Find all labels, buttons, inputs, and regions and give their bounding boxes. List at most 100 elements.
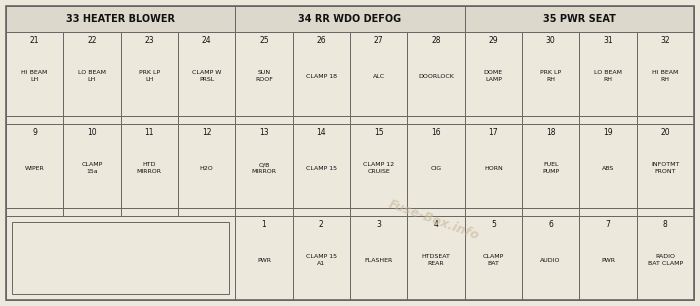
Bar [407,216,465,300]
Text: 21: 21 [30,36,39,45]
Text: 10: 10 [88,128,97,137]
Text: 24: 24 [202,36,211,45]
Text: 2: 2 [319,220,323,229]
Bar [522,124,580,208]
Text: 11: 11 [145,128,154,137]
Text: CLAMP
15a: CLAMP 15a [81,162,103,174]
Text: 12: 12 [202,128,211,137]
Text: CIG: CIG [430,166,442,170]
Text: 23: 23 [144,36,154,45]
Text: 32: 32 [661,36,670,45]
Bar [235,216,293,300]
Bar [6,6,235,32]
Text: 22: 22 [88,36,97,45]
Text: CLAMP 15: CLAMP 15 [306,166,337,170]
Text: LO BEAM
LH: LO BEAM LH [78,70,106,82]
Text: 27: 27 [374,36,384,45]
Bar [580,216,637,300]
Text: PRK LP
LH: PRK LP LH [139,70,160,82]
Text: PWR: PWR [257,258,271,263]
Bar [6,124,63,208]
Text: 18: 18 [546,128,555,137]
Text: CLAMP W
PRSL: CLAMP W PRSL [192,70,221,82]
Bar [350,32,407,116]
Bar [293,216,350,300]
Bar [580,124,637,208]
Text: ALC: ALC [372,73,385,79]
Bar [235,124,293,208]
Text: 7: 7 [606,220,610,229]
Text: 5: 5 [491,220,496,229]
Text: 15: 15 [374,128,384,137]
Bar [465,6,694,32]
Text: 4: 4 [433,220,438,229]
Bar [580,32,637,116]
Text: SUN
ROOF: SUN ROOF [255,70,273,82]
Bar [6,208,694,216]
Bar [6,116,694,124]
Text: INFOTMT
FRONT: INFOTMT FRONT [651,162,680,174]
Bar [350,216,407,300]
Bar [235,6,465,32]
Text: 35 PWR SEAT: 35 PWR SEAT [543,14,616,24]
Text: 17: 17 [489,128,498,137]
Bar [465,32,522,116]
Text: HTDSEAT
REAR: HTDSEAT REAR [421,254,450,266]
Bar [63,32,120,116]
Bar [178,124,235,208]
Bar [120,124,178,208]
Text: 31: 31 [603,36,612,45]
Text: FUEL
PUMP: FUEL PUMP [542,162,559,174]
Bar [235,32,293,116]
Bar [465,124,522,208]
Text: PRK LP
RH: PRK LP RH [540,70,561,82]
Bar [522,32,580,116]
Text: 8: 8 [663,220,668,229]
Text: CLAMP 15
A1: CLAMP 15 A1 [306,254,337,266]
Text: 28: 28 [431,36,441,45]
Text: 9: 9 [32,128,37,137]
Bar [12,222,230,294]
Text: 29: 29 [489,36,498,45]
Text: 20: 20 [661,128,670,137]
Text: 33 HEATER BLOWER: 33 HEATER BLOWER [66,14,175,24]
Text: O/B
MIRROR: O/B MIRROR [251,162,276,174]
Bar [637,216,694,300]
Text: 6: 6 [548,220,553,229]
Bar [407,124,465,208]
Text: 14: 14 [316,128,326,137]
Text: 25: 25 [259,36,269,45]
Text: CLAMP 18: CLAMP 18 [306,73,337,79]
Text: Fuse-Box.info: Fuse-Box.info [387,198,481,243]
Bar [63,124,120,208]
Text: HORN: HORN [484,166,503,170]
Text: H2O: H2O [199,166,213,170]
Bar [637,32,694,116]
Text: 26: 26 [316,36,326,45]
Text: HTD
MIRROR: HTD MIRROR [136,162,162,174]
Text: 30: 30 [546,36,556,45]
Text: PWR: PWR [601,258,615,263]
Bar [293,124,350,208]
Text: ABS: ABS [602,166,614,170]
Text: AUDIO: AUDIO [540,258,561,263]
Bar [350,124,407,208]
Text: CLAMP
BAT: CLAMP BAT [483,254,504,266]
Bar [6,32,63,116]
Text: FLASHER: FLASHER [365,258,393,263]
Bar [637,124,694,208]
Text: DOORLOCK: DOORLOCK [418,73,454,79]
Text: 16: 16 [431,128,441,137]
Text: RADIO
BAT CLAMP: RADIO BAT CLAMP [648,254,683,266]
Text: HI BEAM
RH: HI BEAM RH [652,70,678,82]
Bar [465,216,522,300]
Bar [120,32,178,116]
Text: 13: 13 [259,128,269,137]
Text: 19: 19 [603,128,612,137]
Text: 3: 3 [376,220,381,229]
Text: CLAMP 12
CRUISE: CLAMP 12 CRUISE [363,162,394,174]
Text: WIPER: WIPER [25,166,45,170]
Bar [522,216,580,300]
Bar [6,216,235,300]
Bar [407,32,465,116]
